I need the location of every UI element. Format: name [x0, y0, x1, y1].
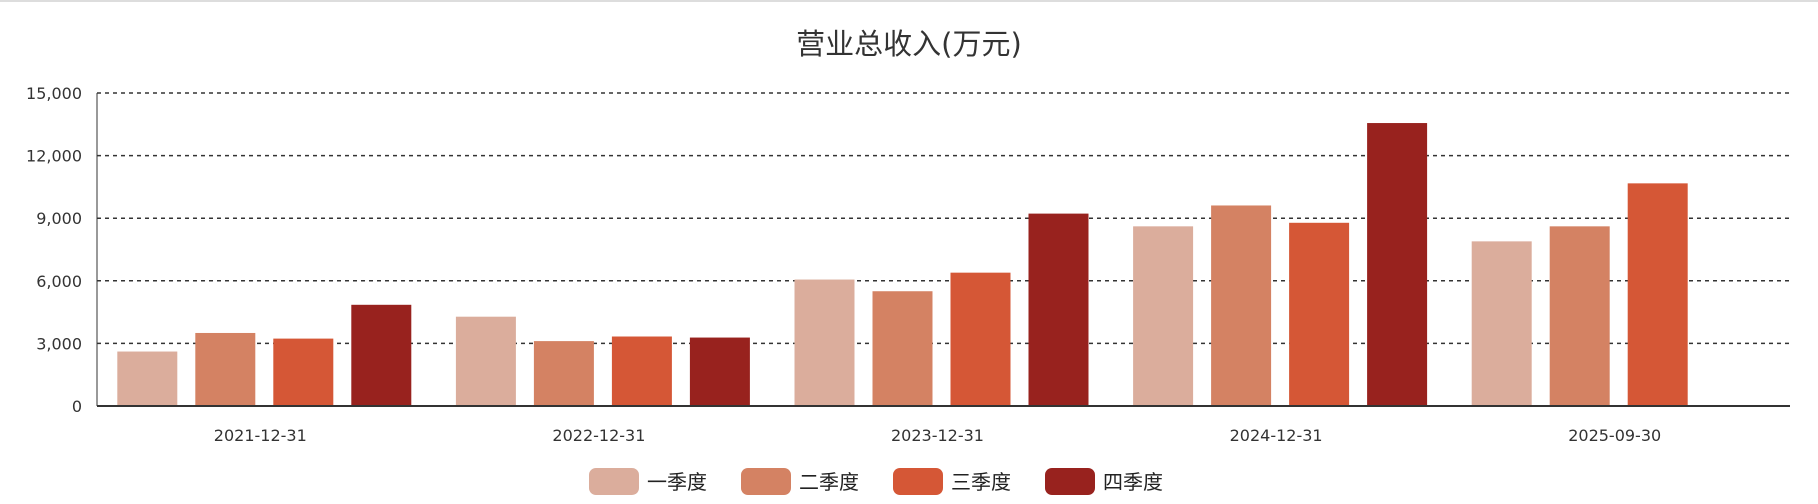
bar-2023-12-31-三季度 — [950, 272, 1011, 406]
bar-2025-09-30-一季度 — [1471, 241, 1532, 406]
x-tick-label: 2025-09-30 — [1568, 426, 1661, 445]
y-tick-label: 3,000 — [36, 334, 82, 353]
bar-2021-12-31-二季度 — [195, 332, 256, 406]
y-tick-label: 0 — [72, 397, 82, 416]
y-tick-label: 6,000 — [36, 272, 82, 291]
legend-swatch-一季度 — [589, 468, 639, 495]
legend-swatch-二季度 — [741, 468, 791, 495]
top-border — [0, 0, 1818, 2]
bar-2022-12-31-二季度 — [533, 341, 594, 406]
x-tick-label: 2024-12-31 — [1230, 426, 1323, 445]
legend-label: 四季度 — [1103, 470, 1163, 494]
y-tick-label: 12,000 — [26, 147, 82, 166]
legend-swatch-四季度 — [1045, 468, 1095, 495]
bar-2023-12-31-四季度 — [1028, 213, 1089, 406]
legend-swatch-三季度 — [893, 468, 943, 495]
bar-2024-12-31-二季度 — [1211, 205, 1272, 406]
bar-2021-12-31-三季度 — [273, 338, 334, 406]
bar-2025-09-30-三季度 — [1627, 183, 1688, 406]
bar-2022-12-31-一季度 — [455, 316, 516, 406]
y-tick-label: 15,000 — [26, 84, 82, 103]
bar-2023-12-31-一季度 — [794, 279, 855, 406]
x-tick-label: 2023-12-31 — [891, 426, 984, 445]
bar-2024-12-31-三季度 — [1289, 222, 1350, 406]
legend-label: 二季度 — [799, 470, 859, 494]
bar-2021-12-31-四季度 — [351, 304, 412, 406]
bar-2021-12-31-一季度 — [117, 351, 178, 406]
bar-2024-12-31-四季度 — [1367, 123, 1428, 406]
chart-title: 营业总收入(万元) — [796, 27, 1022, 61]
bar-2022-12-31-三季度 — [611, 336, 672, 406]
bar-2022-12-31-四季度 — [689, 337, 750, 406]
bar-2025-09-30-二季度 — [1549, 226, 1610, 406]
bar-2024-12-31-一季度 — [1133, 226, 1194, 406]
legend-label: 一季度 — [647, 470, 707, 494]
legend-label: 三季度 — [951, 470, 1011, 494]
x-tick-label: 2021-12-31 — [214, 426, 307, 445]
y-tick-label: 9,000 — [36, 209, 82, 228]
bar-2023-12-31-二季度 — [872, 291, 933, 406]
x-tick-label: 2022-12-31 — [552, 426, 645, 445]
